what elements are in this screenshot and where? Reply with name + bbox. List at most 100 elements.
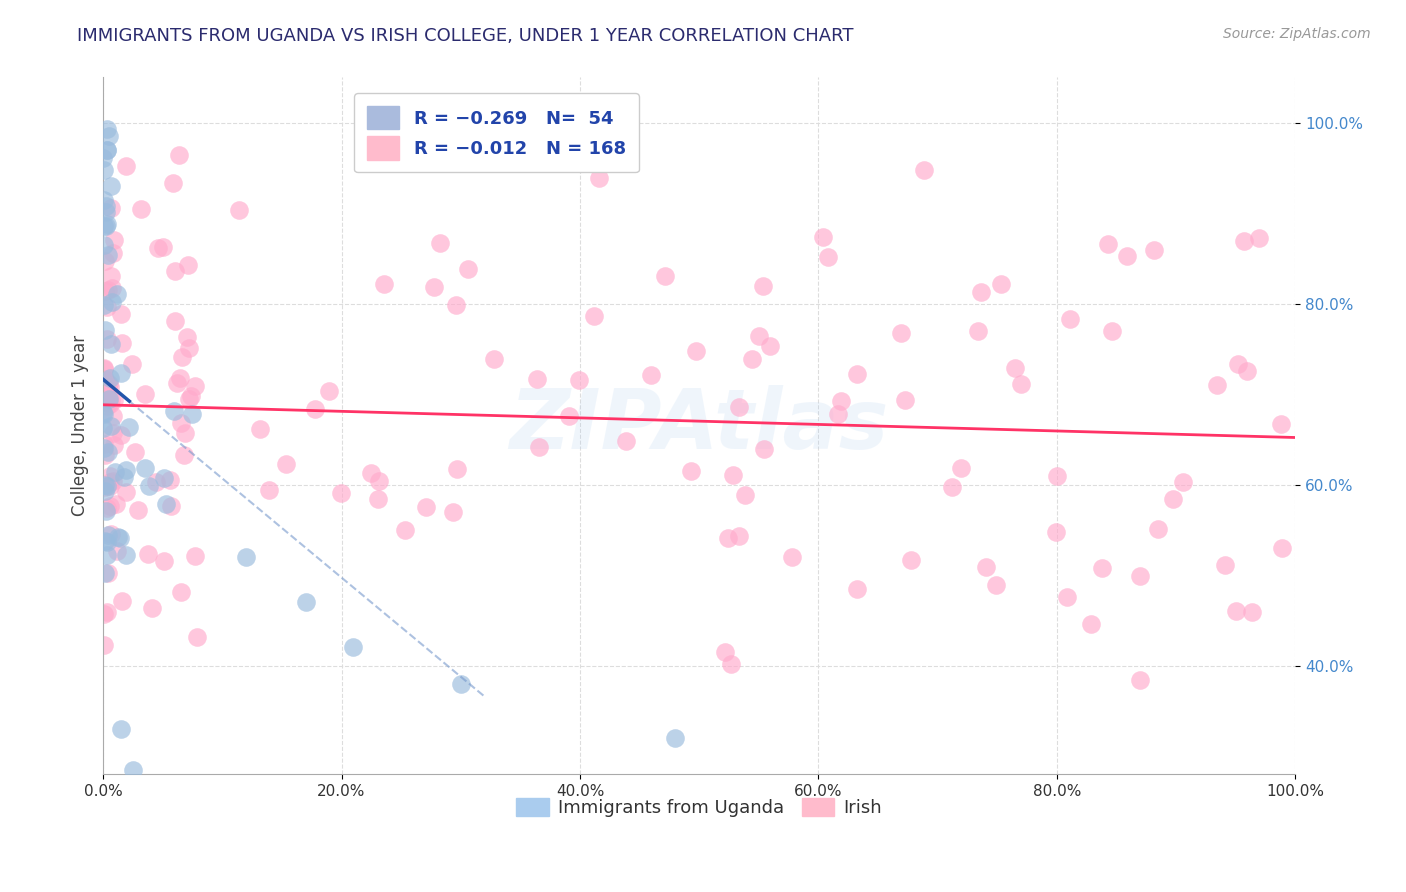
Point [110, 428, 132, 442]
Point [235, 549, 257, 564]
Point [1091, 560, 1114, 574]
Point [127, 503, 149, 517]
Point [1171, 475, 1194, 490]
Point [717, 532, 740, 546]
Point [115, 159, 138, 173]
Point [1115, 249, 1137, 263]
Point [148, 241, 170, 255]
Point [121, 357, 143, 371]
Point [93, 360, 115, 375]
Point [330, 486, 353, 500]
Point [444, 298, 467, 312]
Point [163, 264, 186, 278]
Point [96, 143, 118, 157]
Point [96, 504, 118, 518]
Point [98, 499, 121, 513]
Point [664, 731, 686, 745]
Point [96, 301, 118, 315]
Point [152, 554, 174, 568]
Point [96, 121, 118, 136]
Point [96, 500, 118, 515]
Point [160, 499, 183, 513]
Point [98, 389, 121, 403]
Point [1236, 364, 1258, 378]
Legend: Immigrants from Uganda, Irish: Immigrants from Uganda, Irish [509, 790, 890, 824]
Point [170, 417, 193, 431]
Point [342, 640, 364, 655]
Point [94, 372, 117, 386]
Point [111, 335, 134, 350]
Point [986, 578, 1008, 592]
Point [93, 193, 115, 207]
Point [900, 553, 922, 567]
Point [181, 407, 204, 421]
Point [124, 445, 146, 459]
Point [1271, 541, 1294, 555]
Point [728, 400, 751, 414]
Point [97, 376, 120, 391]
Point [588, 170, 610, 185]
Point [105, 497, 128, 511]
Point [1004, 360, 1026, 375]
Point [1129, 673, 1152, 688]
Point [93, 362, 115, 376]
Point [1206, 378, 1229, 392]
Point [162, 176, 184, 190]
Point [1129, 569, 1152, 583]
Point [94, 480, 117, 494]
Point [93, 163, 115, 178]
Point [526, 372, 548, 386]
Point [97, 445, 120, 459]
Point [734, 488, 756, 502]
Point [94, 478, 117, 492]
Point [103, 233, 125, 247]
Point [457, 261, 479, 276]
Point [720, 657, 742, 671]
Point [100, 201, 122, 215]
Point [893, 393, 915, 408]
Point [96, 548, 118, 562]
Point [97, 392, 120, 407]
Point [110, 307, 132, 321]
Point [723, 468, 745, 483]
Point [103, 426, 125, 441]
Point [1270, 417, 1292, 432]
Point [830, 393, 852, 408]
Point [912, 163, 935, 178]
Point [827, 407, 849, 421]
Point [94, 322, 117, 336]
Point [118, 419, 141, 434]
Point [748, 329, 770, 343]
Point [97, 528, 120, 542]
Point [122, 763, 145, 777]
Point [184, 378, 207, 392]
Point [582, 309, 605, 323]
Point [368, 475, 391, 489]
Point [969, 285, 991, 300]
Point [100, 337, 122, 351]
Point [115, 463, 138, 477]
Point [752, 442, 775, 457]
Point [304, 402, 326, 417]
Point [101, 246, 124, 260]
Point [96, 332, 118, 346]
Point [145, 475, 167, 489]
Point [780, 550, 803, 565]
Point [318, 384, 340, 399]
Point [813, 229, 835, 244]
Point [115, 485, 138, 500]
Point [93, 441, 115, 455]
Point [93, 238, 115, 252]
Point [179, 341, 201, 355]
Text: Source: ZipAtlas.com: Source: ZipAtlas.com [1223, 27, 1371, 41]
Point [107, 530, 129, 544]
Point [97, 248, 120, 262]
Point [177, 392, 200, 407]
Point [1146, 522, 1168, 536]
Point [94, 566, 117, 580]
Point [394, 523, 416, 537]
Point [1101, 324, 1123, 338]
Point [93, 284, 115, 298]
Point [94, 448, 117, 462]
Point [100, 527, 122, 541]
